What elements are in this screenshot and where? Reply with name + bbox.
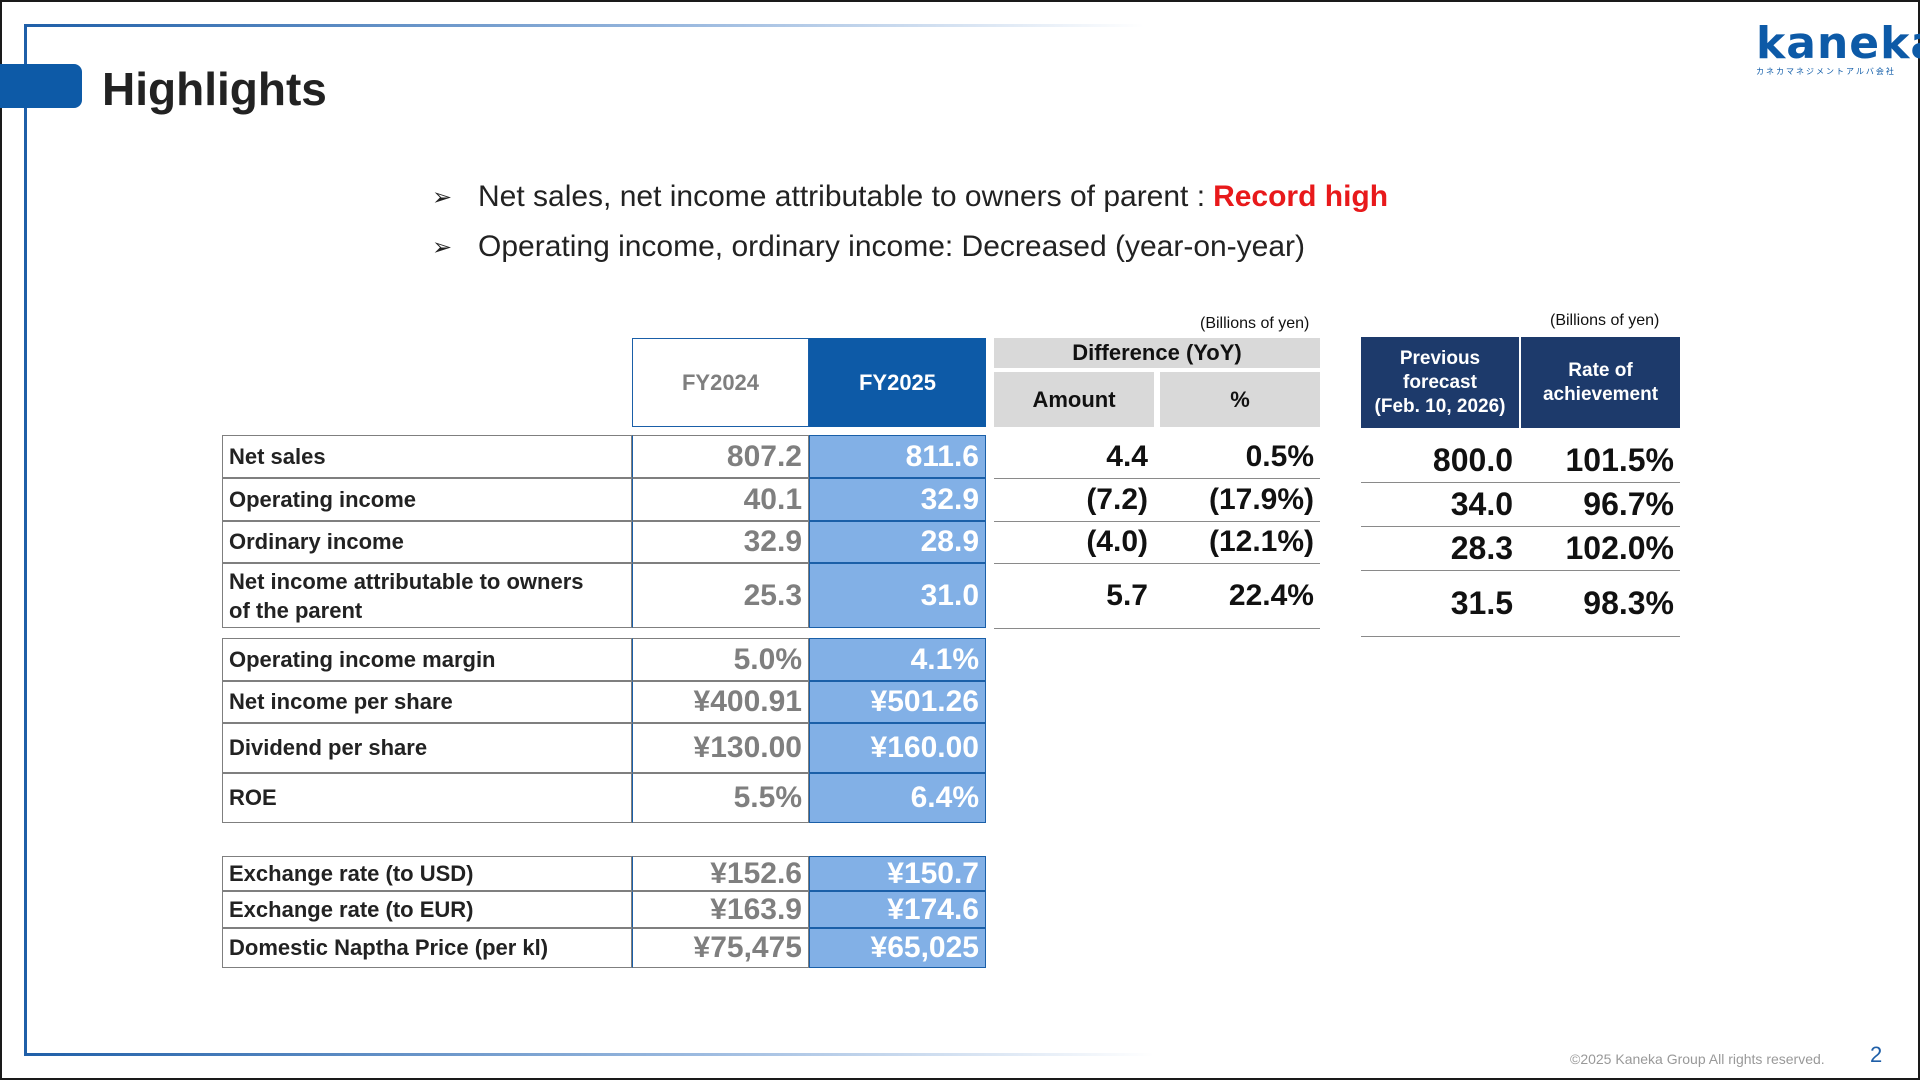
row-label-exchange-rate-usd: Exchange rate (to USD): [222, 856, 632, 891]
row-label-operating-income-margin: Operating income margin: [222, 638, 632, 681]
value-previous-forecast: 31.5: [1450, 584, 1513, 621]
bullet-text: Operating income, ordinary income: Decre…: [478, 230, 1306, 263]
page-title: Highlights: [102, 63, 327, 115]
value-fy2025: ¥160.00: [809, 723, 986, 773]
copyright-notice: ©2025 Kaneka Group All rights reserved.: [1570, 1051, 1825, 1067]
value-previous-forecast: 28.3: [1450, 529, 1513, 566]
value-fy2025: ¥174.6: [809, 891, 986, 928]
value-fy2024: 32.9: [632, 521, 809, 563]
arrow-bullet-icon: ➢: [432, 233, 453, 261]
bullet-item: ➢ Net sales, net income attributable to …: [432, 172, 1388, 222]
value-amount: (4.0): [1086, 525, 1148, 558]
header-difference: Difference (YoY): [994, 338, 1320, 368]
value-amount: (7.2): [1086, 482, 1148, 516]
value-fy2024: 40.1: [632, 478, 809, 521]
value-fy2024: ¥163.9: [632, 891, 809, 928]
row-label-line: Net income attributable to owners: [229, 568, 584, 594]
header-fy2025: FY2025: [809, 338, 986, 427]
row-divider: [994, 563, 1320, 564]
value-previous-forecast: 800.0: [1432, 441, 1513, 478]
top-rule: [24, 24, 1144, 27]
header-percent: %: [1160, 372, 1320, 427]
value-fy2025: ¥501.26: [809, 681, 986, 723]
header-rate-of-achievement: Rate of achievement: [1521, 337, 1680, 428]
bullet-item: ➢ Operating income, ordinary income: Dec…: [432, 222, 1388, 272]
header-forecast-line: (Feb. 10, 2026): [1374, 395, 1506, 417]
value-percent: 22.4%: [1228, 578, 1314, 612]
side-rule: [24, 24, 27, 1054]
value-fy2025: 31.0: [809, 563, 986, 628]
highlight-bullets: ➢ Net sales, net income attributable to …: [432, 172, 1388, 272]
header-fy2024: FY2024: [632, 338, 809, 427]
value-rate-of-achievement: 98.3%: [1583, 584, 1674, 621]
arrow-bullet-icon: ➢: [432, 183, 453, 211]
value-fy2025: 6.4%: [809, 773, 986, 823]
value-fy2024: ¥400.91: [632, 681, 809, 723]
header-forecast-line: Previous: [1399, 347, 1481, 369]
value-percent: (17.9%): [1208, 482, 1314, 516]
value-fy2024: 5.5%: [632, 773, 809, 823]
row-label-roe: ROE: [222, 773, 632, 823]
value-percent: 0.5%: [1245, 439, 1314, 473]
unit-label: (Billions of yen): [1550, 312, 1660, 329]
row-divider: [994, 478, 1320, 479]
row-divider: [994, 521, 1320, 522]
value-fy2025: 28.9: [809, 521, 986, 563]
header-amount: Amount: [994, 372, 1154, 427]
header-rate-line: Rate of: [1568, 359, 1633, 381]
value-fy2025: 811.6: [809, 435, 986, 478]
value-amount: 4.4: [1106, 439, 1148, 473]
row-divider: [1361, 636, 1680, 637]
row-label-exchange-rate-eur: Exchange rate (to EUR): [222, 891, 632, 928]
value-fy2025: 32.9: [809, 478, 986, 521]
row-divider: [994, 628, 1320, 629]
value-rate-of-achievement: 102.0%: [1565, 529, 1674, 566]
value-fy2024: ¥130.00: [632, 723, 809, 773]
row-label-line: of the parent: [229, 597, 363, 623]
header-forecast-line: forecast: [1403, 371, 1477, 393]
value-rate-of-achievement: 101.5%: [1565, 441, 1674, 478]
value-amount: 5.7: [1106, 578, 1148, 612]
title-tab: [0, 64, 82, 108]
page-number: 2: [1870, 1042, 1883, 1067]
row-label-net-income-per-share: Net income per share: [222, 681, 632, 723]
value-fy2025: 4.1%: [809, 638, 986, 681]
logo-subtext: カネカマネジメントアルバ会社: [1756, 67, 1896, 76]
value-fy2024: 25.3: [632, 563, 809, 628]
value-rate-of-achievement: 96.7%: [1583, 485, 1674, 522]
row-divider: [1361, 482, 1680, 483]
value-fy2025: ¥65,025: [809, 928, 986, 968]
header-rate-line: achievement: [1542, 383, 1659, 405]
unit-label: (Billions of yen): [1200, 315, 1310, 332]
row-label-operating-income: Operating income: [222, 478, 632, 521]
logo-wordmark: kaneka: [1756, 18, 1920, 69]
bottom-rule: [24, 1053, 1154, 1056]
kaneka-logo: kaneka カネカマネジメントアルバ会社: [1756, 18, 1920, 77]
record-high-highlight: Record high: [1213, 180, 1389, 213]
value-percent: (12.1%): [1208, 525, 1314, 558]
row-label-net-sales: Net sales: [222, 435, 632, 478]
value-fy2024: ¥152.6: [632, 856, 809, 891]
row-divider: [1361, 570, 1680, 571]
value-previous-forecast: 34.0: [1450, 485, 1513, 522]
value-fy2024: ¥75,475: [632, 928, 809, 968]
value-fy2024: 5.0%: [632, 638, 809, 681]
value-fy2025: ¥150.7: [809, 856, 986, 891]
row-divider: [1361, 526, 1680, 527]
row-label-ordinary-income: Ordinary income: [222, 521, 632, 563]
bullet-text: Net sales, net income attributable to ow…: [478, 180, 1206, 213]
header-previous-forecast: Previous forecast (Feb. 10, 2026): [1361, 337, 1519, 428]
row-label-naptha-price: Domestic Naptha Price (per kl): [222, 928, 632, 968]
row-label-dividend-per-share: Dividend per share: [222, 723, 632, 773]
row-label-net-income: Net income attributable to owners of the…: [222, 563, 632, 628]
value-fy2024: 807.2: [632, 435, 809, 478]
